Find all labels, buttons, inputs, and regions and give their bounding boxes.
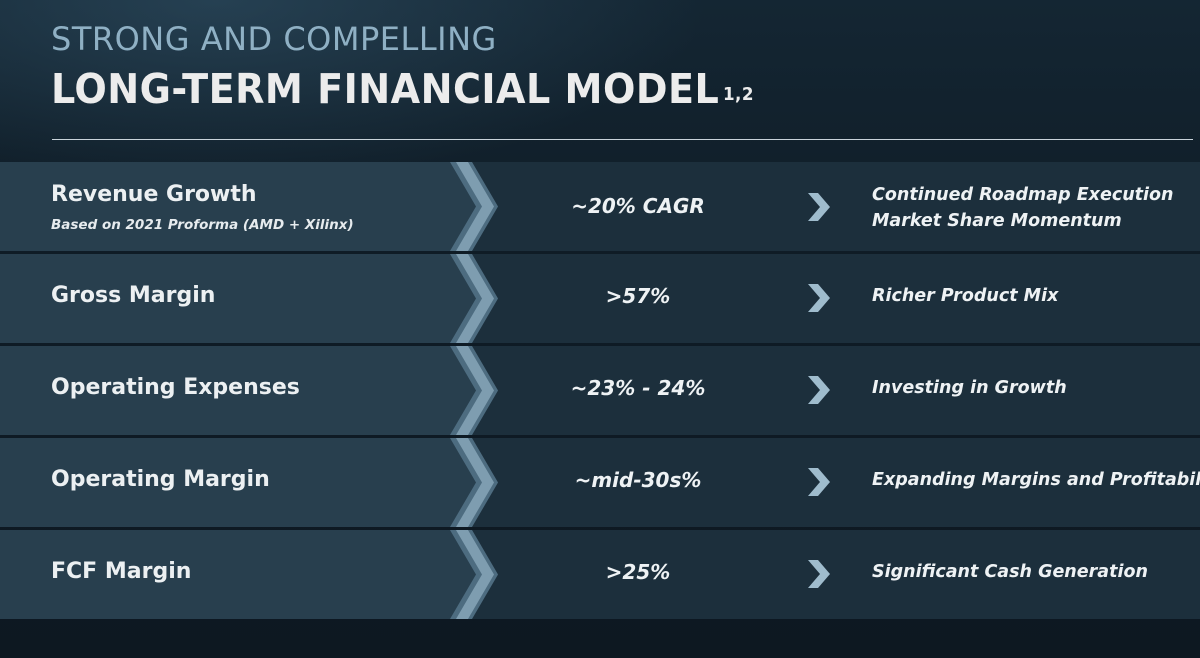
chevron-right-icon [450,346,498,435]
target-value: >25% [605,560,671,584]
driver-line: Expanding Margins and Profitability [872,470,1200,490]
slide-title: LONG-TERM FINANCIAL MODEL 1,2 [51,60,754,118]
driver-line: Richer Product Mix [872,286,1059,306]
chevron-right-icon [450,438,498,527]
title-divider [52,139,1193,140]
metric-label: Gross Margin [51,283,216,308]
driver-line: Investing in Growth [872,378,1067,398]
metric-cell [0,162,470,251]
table-row: Operating Margin ~mid-30s% Expanding Mar… [0,438,1200,527]
chevron-right-icon [808,284,830,312]
metric-label: Operating Margin [51,467,270,492]
slide-kicker: STRONG AND COMPELLING [51,20,497,58]
chevron-right-icon [808,468,830,496]
metric-cell [0,530,470,619]
driver-line: Significant Cash Generation [872,562,1148,582]
metric-label: Operating Expenses [51,375,300,400]
financial-model-table: Revenue Growth Based on 2021 Proforma (A… [0,162,1200,622]
chevron-right-icon [808,193,830,221]
target-value: ~23% - 24% [570,376,706,400]
target-value: ~20% CAGR [571,194,705,218]
chevron-right-icon [808,376,830,404]
footnote-marker: 1,2 [722,84,754,105]
metric-cell [0,254,470,343]
metric-cell [0,346,470,435]
table-row: Operating Expenses ~23% - 24% Investing … [0,346,1200,435]
target-value: ~mid-30s% [574,468,702,492]
slide-header: STRONG AND COMPELLING LONG-TERM FINANCIA… [51,18,807,118]
table-row: Revenue Growth Based on 2021 Proforma (A… [0,162,1200,251]
metric-label: FCF Margin [51,559,192,584]
table-row: Gross Margin >57% Richer Product Mix [0,254,1200,343]
table-row: FCF Margin >25% Significant Cash Generat… [0,530,1200,619]
driver-line: Continued Roadmap Execution [872,185,1174,205]
target-value: >57% [605,284,671,308]
chevron-right-icon [808,560,830,588]
metric-subtitle: Based on 2021 Proforma (AMD + Xilinx) [51,217,354,233]
driver-line: Market Share Momentum [872,211,1122,231]
metric-label: Revenue Growth [51,182,257,207]
chevron-right-icon [450,162,498,251]
slide-title-text: LONG-TERM FINANCIAL MODEL [51,65,720,113]
chevron-right-icon [450,530,498,619]
metric-cell [0,438,470,527]
chevron-right-icon [450,254,498,343]
